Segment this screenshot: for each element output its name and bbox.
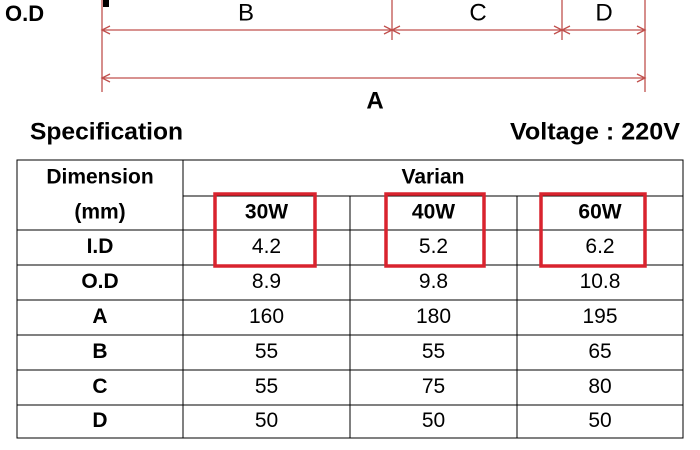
header-cell: 40W [412, 201, 455, 224]
highlight-box [539, 192, 647, 268]
highlight-box [213, 192, 317, 268]
table-cell: 50 [588, 409, 611, 432]
row-label: D [92, 409, 107, 432]
table-cell: 195 [582, 305, 617, 328]
spec-table: Dimension Varian (mm) 30W 40W 60W I.D 4.2 5.2 6.2… [16, 159, 684, 439]
table-cell: 80 [588, 375, 611, 398]
table-cell: 160 [249, 305, 284, 328]
row-label: I.D [87, 235, 114, 258]
header-cell: 30W [245, 201, 288, 224]
title: Specification [30, 118, 183, 145]
table-cell: 50 [255, 409, 278, 432]
row-label: A [92, 305, 107, 328]
table-cell: 4.2 [252, 235, 281, 258]
dim-label: C [469, 0, 486, 26]
table-cell: 10.8 [580, 270, 621, 293]
voltage: Voltage : 220V [510, 118, 680, 145]
table-cell: 75 [422, 375, 445, 398]
dim-label: B [238, 0, 254, 26]
table-cell: 55 [422, 340, 445, 363]
header-cell: (mm) [74, 201, 125, 224]
header-cell: Dimension [46, 166, 153, 189]
row-label: B [92, 340, 107, 363]
od-label: O.D [5, 1, 44, 26]
table-cell: 8.9 [252, 270, 281, 293]
table-cell: 55 [255, 340, 278, 363]
header-cell: Varian [401, 166, 464, 189]
row-label: O.D [81, 270, 118, 293]
arrowheads [100, 25, 647, 83]
table-cell: 180 [416, 305, 451, 328]
dimension-diagram: O.D B C D A [5, 0, 647, 114]
header-cell: 60W [578, 201, 621, 224]
table-cell: 5.2 [419, 235, 448, 258]
marker [103, 0, 109, 7]
row-label: C [92, 375, 107, 398]
dim-label: A [366, 87, 383, 114]
highlight-box [384, 192, 486, 268]
table-cell: 55 [255, 375, 278, 398]
table-cell: 6.2 [585, 235, 614, 258]
dim-label: D [595, 0, 612, 26]
table-cell: 9.8 [419, 270, 448, 293]
table-cell: 65 [588, 340, 611, 363]
table-cell: 50 [422, 409, 445, 432]
